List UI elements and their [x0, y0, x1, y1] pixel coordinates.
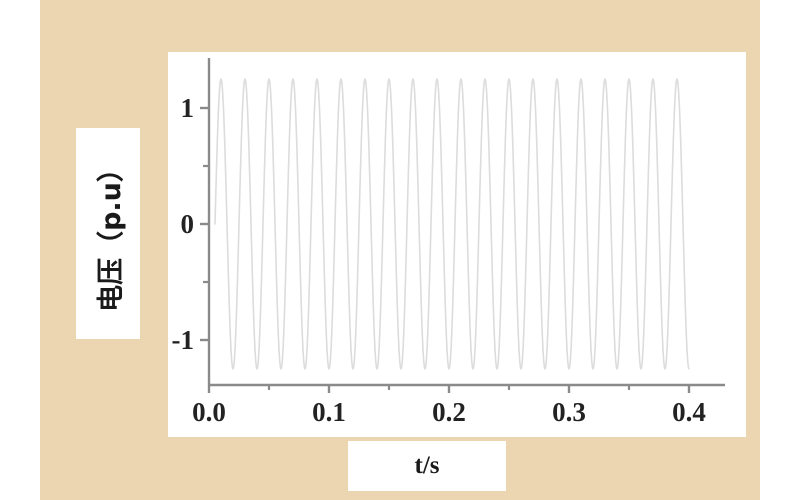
x-axis-label-box: t/s — [348, 441, 506, 491]
x-axis-tick-label: 0.0 — [192, 397, 226, 427]
x-axis-tick-label: 0.4 — [672, 397, 706, 427]
y-axis-tick-label: -1 — [172, 325, 195, 355]
y-axis-label: 电压（p.u） — [95, 155, 127, 312]
y-axis-tick-label: 0 — [181, 209, 195, 239]
y-axis-tick-label: 1 — [181, 93, 195, 123]
waveform-trace-voltage — [214, 78, 690, 370]
x-axis-tick-label: 0.2 — [432, 397, 466, 427]
x-axis-label: t/s — [414, 452, 440, 479]
y-axis-label-box: 电压（p.u） — [76, 128, 140, 339]
voltage-waveform-plot: -1 0 1 0.0 0.1 0.2 0.3 0.4 — [172, 58, 725, 427]
x-axis-tick-label: 0.1 — [312, 397, 346, 427]
x-axis-tick-label: 0.3 — [552, 397, 586, 427]
